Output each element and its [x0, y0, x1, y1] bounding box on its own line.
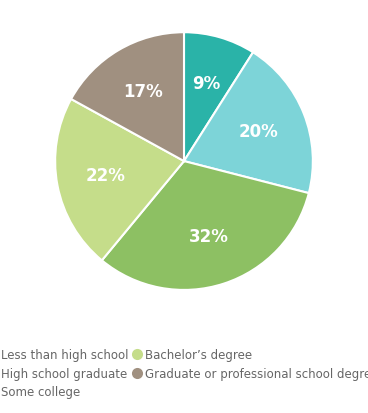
Wedge shape [71, 32, 184, 161]
Legend: Less than high school, High school graduate, Some college, Bachelor’s degree, Gr: Less than high school, High school gradu… [0, 345, 368, 403]
Text: 20%: 20% [238, 123, 278, 141]
Text: 22%: 22% [86, 167, 125, 185]
Text: 17%: 17% [123, 83, 163, 101]
Text: 9%: 9% [192, 75, 220, 93]
Wedge shape [184, 52, 313, 193]
Wedge shape [184, 32, 253, 161]
Text: 32%: 32% [189, 228, 229, 246]
Wedge shape [55, 99, 184, 260]
Wedge shape [102, 161, 309, 290]
